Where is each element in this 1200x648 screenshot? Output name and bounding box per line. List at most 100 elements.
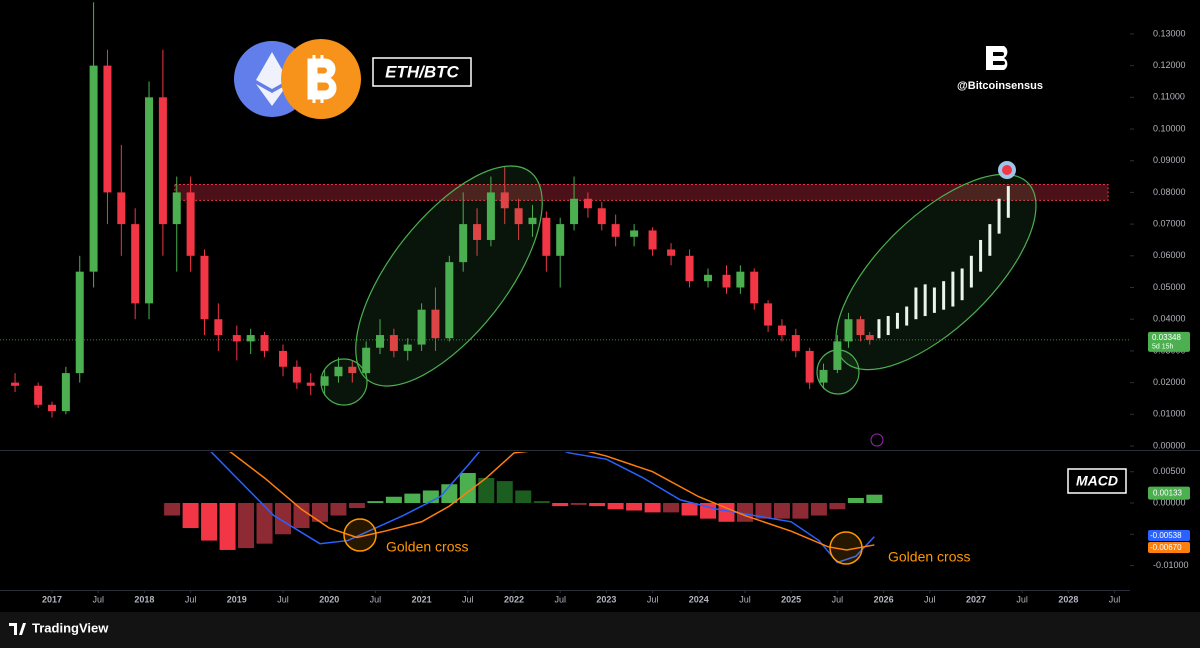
projection-bar — [877, 319, 881, 339]
candle-body — [542, 217, 551, 256]
candle-body — [667, 249, 676, 256]
projection-bar — [905, 306, 909, 326]
price-pane — [0, 2, 1130, 418]
candle-body — [805, 350, 814, 383]
y-tick-label: 0.10000 — [1153, 123, 1186, 133]
candle-body — [597, 208, 606, 225]
annotation: Golden cross — [386, 539, 468, 555]
candle-body — [819, 369, 828, 383]
histogram-bar — [533, 501, 550, 504]
candle-body — [334, 366, 343, 377]
eth-diamond — [256, 52, 288, 89]
candle-body — [362, 347, 371, 374]
projection-bar — [997, 198, 1001, 234]
histogram-bar — [275, 503, 292, 535]
candle-body — [648, 230, 657, 250]
histogram-bar — [663, 503, 680, 513]
histogram-bar — [311, 503, 328, 522]
value-box — [1148, 486, 1190, 500]
y-tick-label: 0.00000 — [1153, 440, 1186, 450]
last-price-box — [1148, 331, 1190, 352]
candle-body — [722, 274, 731, 288]
candle-body — [186, 192, 195, 256]
candle-body — [376, 335, 385, 348]
resistance-zone — [174, 183, 1109, 201]
candle-body — [486, 192, 495, 240]
histogram-bar — [718, 503, 735, 522]
btc-logo — [281, 39, 361, 119]
x-tick-label: 2020 — [319, 594, 339, 604]
x-tick-label: 2022 — [504, 594, 524, 604]
histogram-bar — [607, 503, 624, 510]
candle-body — [89, 65, 98, 272]
histogram-bar — [829, 503, 846, 510]
axes: 2017 Jul 2018 Jul 2019 Jul 2020 Jul 2021 Jul 2022 J… — [42, 28, 1190, 604]
x-tick-label: Jul — [1016, 594, 1028, 604]
histogram-bar — [348, 503, 365, 509]
candle-body — [158, 97, 167, 225]
projection-bar — [895, 312, 899, 329]
projection-bar — [1006, 186, 1010, 218]
background — [0, 0, 1200, 612]
candle-body — [459, 224, 468, 263]
projection-bar — [960, 268, 964, 301]
candle-body — [865, 335, 874, 340]
projection-bar — [932, 287, 936, 313]
y-tick-label: 0.07000 — [1153, 218, 1186, 228]
histogram-bar — [552, 503, 569, 507]
y-tick-label: 0.06000 — [1153, 250, 1186, 260]
chart-title: ETH/BTC — [385, 62, 459, 81]
y-tick-label: 0.12000 — [1153, 60, 1186, 70]
histogram-bar — [219, 503, 236, 550]
histogram-bar — [256, 503, 273, 544]
x-tick-label: Jul — [832, 594, 844, 604]
y-tick-label: 0.01000 — [1153, 409, 1186, 419]
highlight-ellipse — [835, 173, 1037, 371]
histogram-bar — [810, 503, 827, 516]
candle-body — [473, 224, 482, 240]
y-tick-label: 0.04000 — [1153, 314, 1186, 324]
x-tick-label: Jul — [739, 594, 751, 604]
histogram-bar — [182, 503, 199, 529]
x-tick-label: Jul — [185, 594, 197, 604]
histogram-bar — [589, 503, 606, 507]
candle-body — [856, 319, 865, 336]
histogram-bar — [515, 490, 532, 504]
candle-body — [320, 376, 329, 386]
candle-body — [246, 335, 255, 342]
candle-body — [704, 274, 713, 282]
y-tick-label: 0.13000 — [1153, 28, 1186, 38]
candle-body — [777, 325, 786, 336]
x-tick-label: 2021 — [412, 594, 432, 604]
candle-body — [48, 404, 57, 412]
histogram-bar — [496, 481, 513, 504]
brand-mark — [986, 46, 1008, 70]
x-tick-label: 2027 — [966, 594, 986, 604]
last-price-label: 0.03348 — [1152, 333, 1181, 342]
histogram-bar — [367, 501, 384, 504]
x-tick-label: Jul — [647, 594, 659, 604]
y-tick-label: 0.00000 — [1153, 497, 1186, 507]
histogram-bar — [238, 503, 255, 549]
footer — [0, 612, 1200, 648]
histogram-bar — [792, 503, 809, 519]
candle-body — [131, 224, 140, 304]
x-tick-label: 2018 — [134, 594, 154, 604]
histogram-bar — [700, 503, 717, 519]
x-tick-label: Jul — [554, 594, 566, 604]
value-box — [1148, 530, 1190, 541]
x-tick-label: Jul — [1109, 594, 1121, 604]
macd-line — [229, 452, 875, 551]
candle-body — [791, 335, 800, 351]
y-tick-label: 0.08000 — [1153, 187, 1186, 197]
histogram-bar — [681, 503, 698, 516]
histogram-bar — [644, 503, 661, 513]
x-tick-label: 2025 — [781, 594, 801, 604]
candle-body — [417, 309, 426, 345]
y-tick-label: 0.11000 — [1153, 92, 1185, 102]
candle-body — [279, 350, 288, 367]
highlight-ellipses — [320, 165, 1037, 406]
histogram-bar — [330, 503, 347, 516]
candle-body — [214, 319, 223, 336]
